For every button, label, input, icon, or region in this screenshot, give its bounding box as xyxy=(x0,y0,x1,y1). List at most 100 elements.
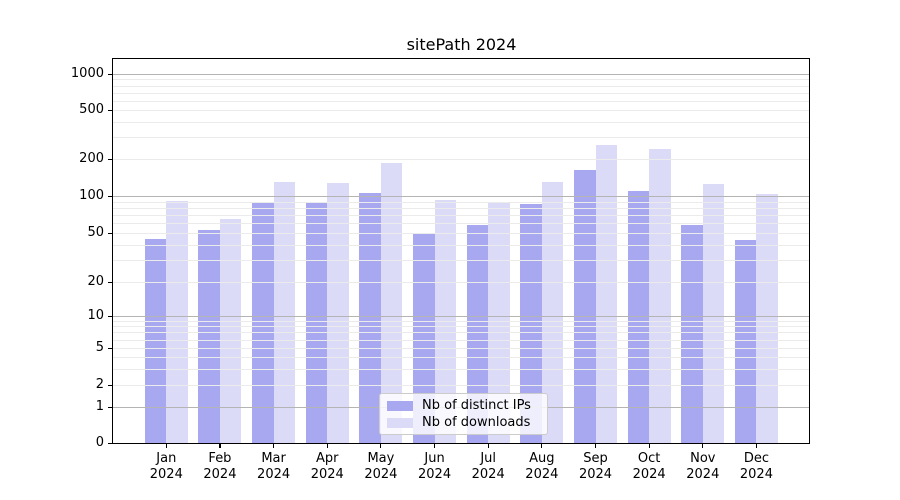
bar-distinct-ips-apr xyxy=(305,202,328,443)
y-tick-mark-50 xyxy=(108,233,112,235)
bar-distinct-ips-feb xyxy=(198,229,220,443)
bar-downloads-apr xyxy=(327,183,349,443)
bar-downloads-feb xyxy=(219,218,242,443)
gridline-minor-70 xyxy=(113,215,810,217)
x-tick-mark-jun xyxy=(433,444,436,448)
gridline-minor-800 xyxy=(113,85,810,87)
gridline-minor-6 xyxy=(113,339,810,341)
bar-downloads-sep xyxy=(595,144,617,443)
gridline-minor-20 xyxy=(113,282,810,283)
bar-distinct-ips-sep xyxy=(574,169,596,443)
y-tick-label-200: 200 xyxy=(79,151,104,166)
y-tick-label-50: 50 xyxy=(87,225,104,240)
bar-downloads-aug xyxy=(541,181,564,443)
y-tick-mark-0 xyxy=(108,443,112,445)
x-tick-mark-jul xyxy=(487,444,489,448)
gridline-minor-2 xyxy=(113,385,810,386)
y-tick-label-20: 20 xyxy=(87,274,104,289)
gridline-minor-600 xyxy=(113,100,810,102)
y-tick-label-1: 1 xyxy=(95,399,104,414)
gridline-minor-500 xyxy=(113,110,810,111)
x-tick-label-aug: Aug 2024 xyxy=(525,451,559,482)
x-tick-mark-jan xyxy=(165,444,167,448)
legend-swatch-distinct-ips xyxy=(387,400,413,411)
x-tick-mark-mar xyxy=(273,444,275,448)
x-tick-label-may: May 2024 xyxy=(364,451,398,482)
x-tick-label-oct: Oct 2024 xyxy=(632,451,666,482)
gridline-minor-3 xyxy=(113,368,810,370)
y-tick-label-5: 5 xyxy=(95,340,104,355)
bar-distinct-ips-dec xyxy=(734,239,757,443)
y-tick-mark-5 xyxy=(108,348,112,350)
gridline-major-1000 xyxy=(113,74,810,75)
gridline-minor-50 xyxy=(113,233,810,234)
bar-distinct-ips-may xyxy=(359,192,381,443)
gridline-minor-5 xyxy=(113,348,810,349)
x-tick-label-nov: Nov 2024 xyxy=(686,451,720,482)
x-tick-label-dec: Dec 2024 xyxy=(739,451,773,482)
chart-title: sitePath 2024 xyxy=(406,35,517,54)
y-tick-label-0: 0 xyxy=(95,435,104,450)
legend-swatch-downloads xyxy=(387,417,413,428)
y-tick-mark-1000 xyxy=(108,74,112,76)
bar-distinct-ips-jun xyxy=(413,233,435,443)
gridline-minor-90 xyxy=(113,201,810,203)
x-tick-mark-aug xyxy=(541,444,543,448)
gridline-major-100 xyxy=(113,196,810,197)
gridline-minor-200 xyxy=(113,159,810,160)
x-tick-label-jul: Jul 2024 xyxy=(471,451,505,482)
y-tick-mark-1 xyxy=(108,407,112,409)
x-tick-mark-apr xyxy=(326,444,328,448)
y-tick-mark-100 xyxy=(108,196,112,198)
x-tick-label-jan: Jan 2024 xyxy=(149,451,183,482)
gridline-minor-80 xyxy=(113,207,810,209)
gridline-minor-30 xyxy=(113,260,810,262)
x-tick-mark-feb xyxy=(219,444,221,448)
gridline-minor-900 xyxy=(113,79,810,81)
gridline-minor-400 xyxy=(113,121,810,123)
x-tick-label-mar: Mar 2024 xyxy=(257,451,291,482)
legend-label-downloads: Nb of downloads xyxy=(422,415,531,430)
bar-distinct-ips-aug xyxy=(520,204,542,443)
x-tick-mark-nov xyxy=(702,444,704,448)
y-tick-label-100: 100 xyxy=(79,188,104,203)
y-tick-label-500: 500 xyxy=(79,102,104,117)
y-tick-label-1000: 1000 xyxy=(70,66,104,81)
x-tick-label-feb: Feb 2024 xyxy=(203,451,237,482)
x-tick-label-apr: Apr 2024 xyxy=(310,451,344,482)
y-tick-mark-200 xyxy=(108,159,112,161)
x-tick-label-jun: Jun 2024 xyxy=(418,451,452,482)
gridline-minor-7 xyxy=(113,332,810,334)
x-tick-mark-dec xyxy=(755,444,758,448)
x-tick-mark-sep xyxy=(594,444,597,448)
bar-downloads-jan xyxy=(166,201,188,443)
gridline-minor-40 xyxy=(113,244,810,246)
bar-downloads-mar xyxy=(273,181,296,443)
legend-item-downloads: Nb of downloads xyxy=(387,415,540,430)
gridline-minor-300 xyxy=(113,137,810,139)
bar-distinct-ips-jan xyxy=(144,238,167,443)
y-tick-mark-500 xyxy=(108,110,112,112)
y-tick-mark-20 xyxy=(108,282,112,284)
legend: Nb of distinct IPs Nb of downloads xyxy=(379,393,548,435)
bar-distinct-ips-mar xyxy=(252,203,274,443)
gridline-minor-700 xyxy=(113,92,810,94)
gridline-minor-8 xyxy=(113,326,810,328)
bar-distinct-ips-nov xyxy=(681,225,703,443)
gridline-minor-9 xyxy=(113,320,810,322)
bar-downloads-dec xyxy=(756,194,778,443)
bar-downloads-nov xyxy=(702,184,725,443)
x-tick-label-sep: Sep 2024 xyxy=(578,451,613,482)
y-tick-label-2: 2 xyxy=(95,377,104,392)
gridline-minor-4 xyxy=(113,357,810,358)
gridline-minor-60 xyxy=(113,223,810,225)
bar-downloads-jul xyxy=(488,202,510,443)
x-tick-mark-may xyxy=(380,444,382,448)
y-tick-mark-2 xyxy=(108,385,112,387)
bar-distinct-ips-jul xyxy=(466,225,489,443)
gridline-major-10 xyxy=(113,316,810,317)
x-tick-mark-oct xyxy=(648,444,650,448)
bar-downloads-oct xyxy=(649,149,671,443)
legend-label-distinct-ips: Nb of distinct IPs xyxy=(422,398,531,413)
